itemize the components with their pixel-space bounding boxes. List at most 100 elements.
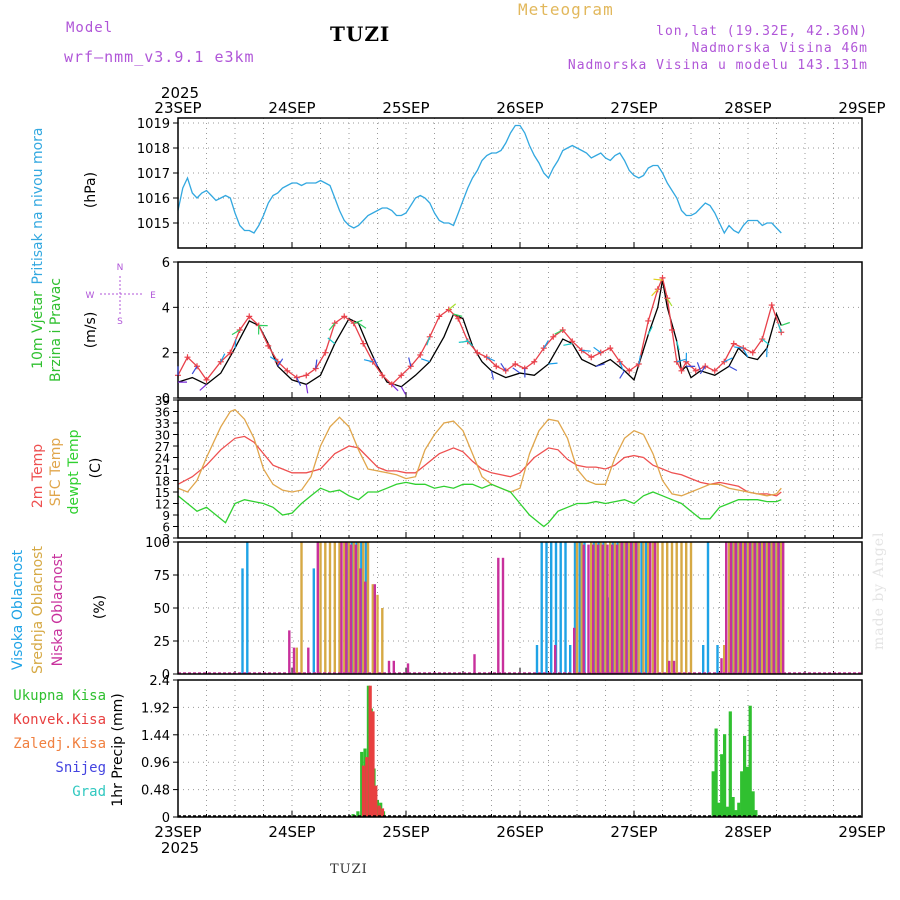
wind-arrow [593, 346, 602, 354]
wind-arrow [315, 359, 318, 369]
y-tick-label: 12 [155, 498, 170, 512]
bar-niska-oblacnost [288, 630, 291, 674]
bar-srednja-oblacnost [689, 542, 693, 674]
wind-gust-marker [417, 351, 424, 358]
y-tick-label: 1019 [137, 117, 170, 132]
bar-srednja-oblacnost [746, 542, 750, 674]
wind-arrow [296, 377, 302, 387]
wind-gust-marker [645, 317, 652, 324]
bar-visoka-oblacnost [559, 542, 562, 674]
wind-gust-marker [379, 372, 386, 379]
wind-arrow [458, 340, 468, 343]
wind-arrow [234, 339, 237, 349]
unit-pressure: (hPa) [83, 172, 99, 208]
bar-niska-oblacnost [772, 542, 775, 674]
bar-srednja-oblacnost [575, 542, 579, 674]
compass-e: E [150, 291, 156, 301]
y-tick-label: 1.44 [141, 729, 170, 744]
wind-gust-marker [284, 367, 291, 374]
wind-arrow [638, 355, 642, 365]
bar-ukupna-kisa [734, 810, 738, 817]
wind-gust-marker [569, 338, 576, 345]
bar-niska-oblacnost [782, 542, 785, 674]
bar-niska-oblacnost [406, 663, 410, 674]
bar-srednja-oblacnost [319, 542, 322, 674]
bar-srednja-oblacnost [632, 542, 636, 674]
bar-niska-oblacnost [615, 544, 619, 674]
bar-visoka-oblacnost [706, 542, 710, 674]
bar-visoka-oblacnost [312, 568, 315, 674]
wind-arrow [220, 353, 226, 363]
bar-niska-oblacnost [354, 544, 357, 674]
bar-niska-oblacnost [729, 542, 733, 674]
bar-srednja-oblacnost [333, 542, 336, 674]
y-tick-label: 24 [155, 452, 170, 466]
compass-w: W [86, 291, 95, 301]
wind-gust-marker [360, 340, 367, 347]
bar-srednja-oblacnost [613, 542, 617, 674]
bar-srednja-oblacnost [371, 584, 374, 674]
x-day-label-top: 26SEP [496, 99, 543, 117]
bar-srednja-oblacnost [381, 608, 384, 674]
wind-gust-marker [246, 313, 253, 320]
ylabel-temp-dewpt: dewpt Temp [66, 429, 82, 514]
bar-srednja-oblacnost [675, 542, 678, 674]
ylabel-temp-2m: 2m Temp [30, 444, 46, 508]
bar-visoka-oblacnost [578, 542, 581, 674]
bar-visoka-oblacnost [554, 542, 558, 674]
y-tick-label: 36 [155, 406, 170, 420]
y-tick-label: 2 [162, 347, 170, 362]
bar-niska-oblacnost [473, 654, 476, 674]
bar-srednja-oblacnost [366, 542, 370, 674]
bar-ukupna-kisa [731, 797, 735, 817]
y-tick-label: 1018 [137, 142, 170, 157]
bar-niska-oblacnost [307, 647, 310, 674]
panel-frame-pressure [177, 117, 863, 249]
bar-ukupna-kisa [717, 802, 721, 817]
x-day-label-top: 28SEP [724, 99, 771, 117]
wind-arrow [619, 370, 626, 379]
bar-visoka-oblacnost [540, 542, 543, 674]
bar-niska-oblacnost [349, 544, 353, 674]
bar-srednja-oblacnost [737, 542, 740, 674]
wind-gust-marker [303, 372, 310, 379]
wind-arrow [408, 357, 412, 367]
wind-arrow [269, 356, 279, 363]
bar-srednja-oblacnost [661, 542, 664, 674]
bar-niska-oblacnost [573, 627, 576, 674]
ylabel-wind-1: 10m Vjetar [30, 291, 46, 369]
series-line-sfc-temp [177, 408, 782, 497]
wind-gust-marker [322, 349, 329, 356]
panel-frame-temperature [177, 399, 863, 539]
precip-legend-item: Zaledj.Kisa [13, 736, 106, 752]
wind-gust-marker [669, 327, 675, 333]
bar-niska-oblacnost [634, 542, 638, 674]
bar-niska-oblacnost [649, 542, 652, 674]
wind-arrow [653, 278, 663, 281]
wind-gust-marker [607, 345, 614, 352]
bar-niska-oblacnost [359, 568, 362, 674]
wind-arrow [761, 338, 770, 346]
precip-legend-item: Konvek.Kisa [13, 712, 106, 728]
compass-s: S [117, 317, 123, 327]
wind-gust-marker [550, 333, 557, 340]
wind-gust-marker [692, 367, 699, 374]
y-tick-label: 2.4 [149, 674, 170, 689]
wind-arrow [421, 358, 430, 363]
bar-niska-oblacnost [364, 581, 367, 674]
bar-ukupna-kisa [754, 810, 758, 817]
wind-arrow [391, 383, 399, 392]
wind-arrow [723, 357, 733, 363]
bar-srednja-oblacnost [780, 542, 783, 674]
wind-arrow [191, 365, 198, 375]
x-day-label-bottom: 29SEP [838, 823, 885, 841]
bar-srednja-oblacnost [580, 542, 583, 674]
model-elevation-label: Nadmorska Visina u modelu 143.131m [567, 58, 868, 73]
bar-niska-oblacnost [777, 542, 780, 674]
y-tick-label: 0.96 [141, 756, 170, 771]
wind-gust-marker [597, 349, 604, 356]
wind-gust-marker [203, 376, 210, 383]
bar-niska-oblacnost [725, 542, 728, 674]
bar-ukupna-kisa [725, 806, 730, 817]
model-label: Model [66, 20, 114, 36]
